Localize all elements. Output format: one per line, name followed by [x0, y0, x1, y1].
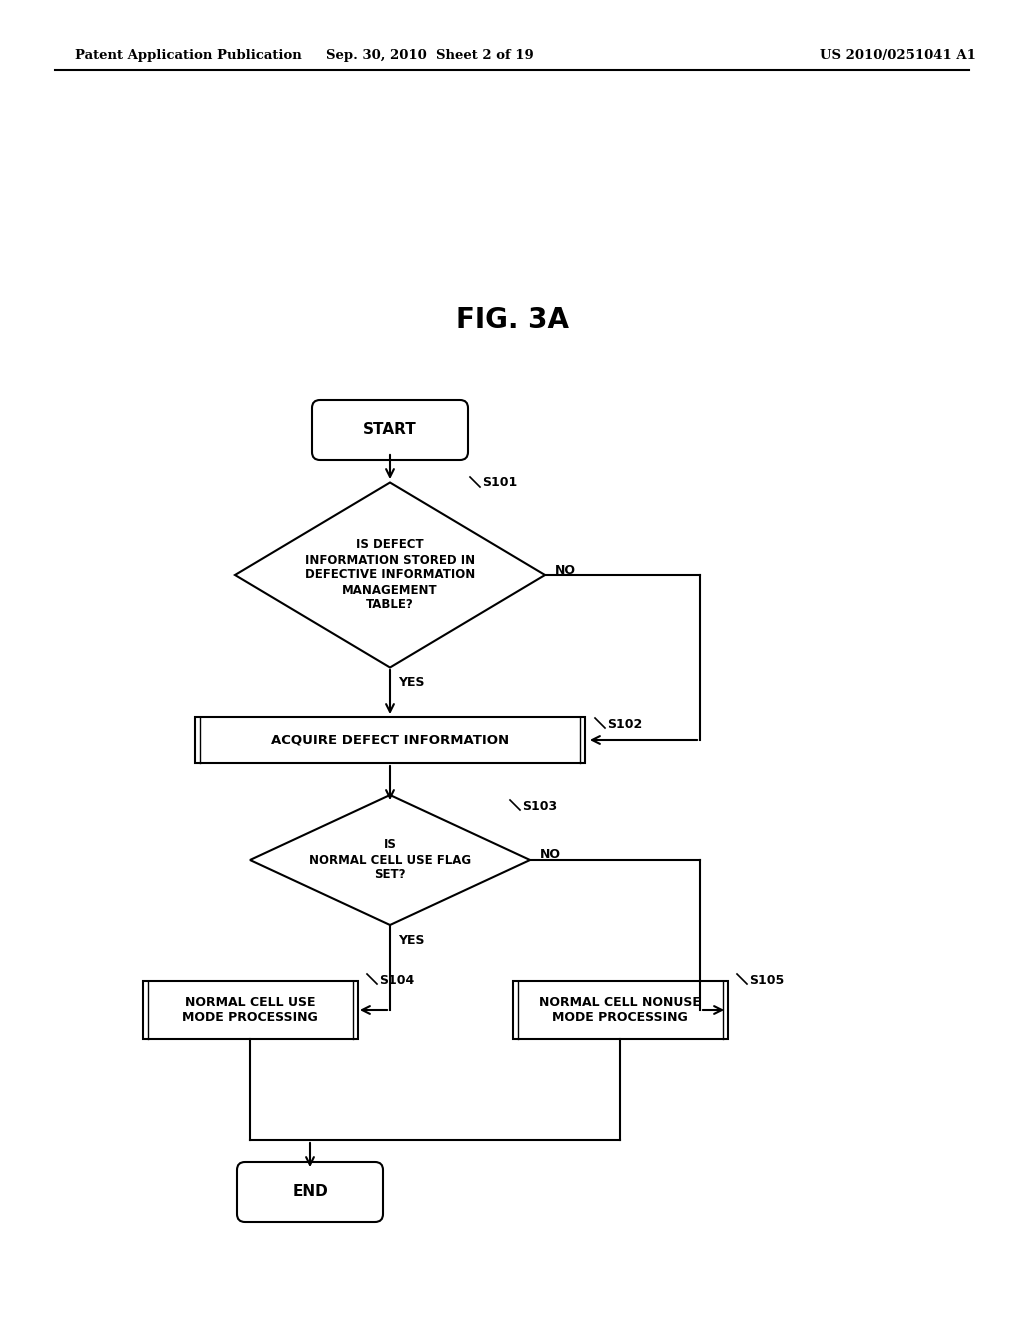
Text: START: START	[364, 422, 417, 437]
FancyBboxPatch shape	[237, 1162, 383, 1222]
Bar	[512, 981, 727, 1039]
Text: NO: NO	[555, 564, 575, 577]
Text: NORMAL CELL NONUSE
MODE PROCESSING: NORMAL CELL NONUSE MODE PROCESSING	[539, 997, 701, 1024]
FancyBboxPatch shape	[312, 400, 468, 459]
Text: S104: S104	[379, 974, 415, 986]
Bar	[195, 717, 585, 763]
Text: S101: S101	[482, 477, 517, 490]
Text: NORMAL CELL USE
MODE PROCESSING: NORMAL CELL USE MODE PROCESSING	[182, 997, 317, 1024]
Text: Sep. 30, 2010  Sheet 2 of 19: Sep. 30, 2010 Sheet 2 of 19	[326, 49, 534, 62]
Text: ACQUIRE DEFECT INFORMATION: ACQUIRE DEFECT INFORMATION	[271, 734, 509, 747]
Text: FIG. 3A: FIG. 3A	[456, 306, 568, 334]
Text: IS DEFECT
INFORMATION STORED IN
DEFECTIVE INFORMATION
MANAGEMENT
TABLE?: IS DEFECT INFORMATION STORED IN DEFECTIV…	[305, 539, 475, 611]
Text: IS
NORMAL CELL USE FLAG
SET?: IS NORMAL CELL USE FLAG SET?	[309, 838, 471, 882]
Text: S102: S102	[607, 718, 642, 730]
Text: YES: YES	[398, 933, 425, 946]
Text: US 2010/0251041 A1: US 2010/0251041 A1	[820, 49, 976, 62]
Text: S105: S105	[749, 974, 784, 986]
Text: YES: YES	[398, 676, 425, 689]
Text: S103: S103	[522, 800, 557, 813]
Polygon shape	[234, 483, 545, 668]
Bar	[142, 981, 357, 1039]
Text: NO: NO	[540, 849, 561, 862]
Text: END: END	[292, 1184, 328, 1200]
Polygon shape	[250, 795, 530, 925]
Text: Patent Application Publication: Patent Application Publication	[75, 49, 302, 62]
